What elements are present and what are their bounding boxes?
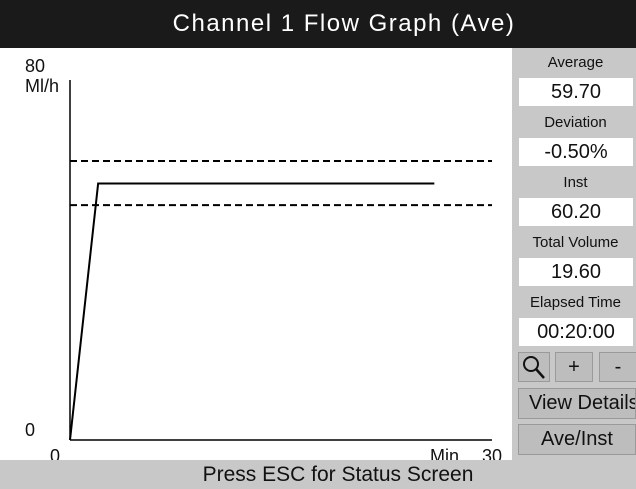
field-value: 00:20:00 [519,318,633,346]
y-axis-label: Ml/h [25,76,59,96]
x-tick-label: 0 [50,446,60,460]
zoom-step-button[interactable]: - [599,352,636,382]
field-label: Elapsed Time [530,294,621,311]
x-tick-label: 30 [482,446,502,460]
magnifier-icon [523,356,545,379]
field-label: Deviation [544,114,607,131]
field-label: Inst [563,174,588,191]
zoom-button[interactable] [518,352,550,382]
y-tick-label: 0 [25,420,35,440]
action-button[interactable]: View Details [518,388,636,419]
field-value: -0.50% [519,138,633,166]
field-value: 19.60 [519,258,633,286]
field-value: 60.20 [519,198,633,226]
y-tick-label: 80 [25,56,45,76]
field-value: 59.70 [519,78,633,106]
plot-area: 0 80 Ml/h 0 30 Min [0,48,512,466]
zoom-step-button[interactable]: + [555,352,593,382]
action-button[interactable]: Ave/Inst [518,424,636,455]
field-label: Total Volume [532,234,619,251]
x-axis-label: Min [430,446,459,460]
title-bar: Channel 1 Flow Graph (Ave) [0,0,636,48]
footer-hint: Press ESC for Status Screen [202,463,474,486]
flow-line [69,182,435,441]
field-label: Average [547,54,604,71]
